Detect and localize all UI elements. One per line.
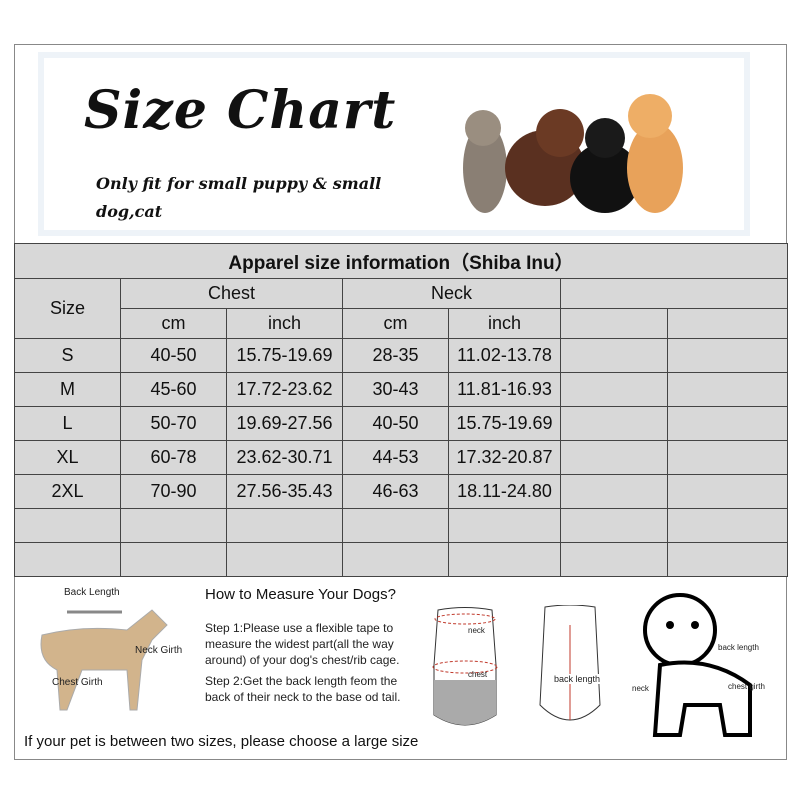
table-cell: 17.32-20.87: [448, 440, 561, 475]
unit-header: inch: [226, 308, 343, 339]
table-row: 2XL 70-90 27.56-35.43 46-63 18.11-24.80: [14, 474, 788, 509]
chest-girth-label: Chest Girth: [52, 677, 103, 688]
unit-header: cm: [120, 308, 227, 339]
garment-neck-label: neck: [468, 626, 485, 635]
table-cell: 11.81-16.93: [448, 372, 561, 407]
table-row: S 40-50 15.75-19.69 28-35 11.02-13.78: [14, 338, 788, 373]
table-cell: L: [14, 406, 121, 441]
table-cell: 70-90: [120, 474, 227, 509]
empty-row: [14, 508, 788, 543]
table-row: XL 60-78 23.62-30.71 44-53 17.32-20.87: [14, 440, 788, 475]
subtitle: Only fit for small puppy & small dog,cat: [96, 174, 382, 221]
garment-chest-label: chest: [468, 670, 488, 679]
table-cell: M: [14, 372, 121, 407]
table-cell: 30-43: [342, 372, 449, 407]
size-table: Apparel size information（Shiba Inu） Size…: [14, 243, 788, 577]
table-row: L 50-70 19.69-27.56 40-50 15.75-19.69: [14, 406, 788, 441]
table-cell: 28-35: [342, 338, 449, 373]
table-cell: 15.75-19.69: [448, 406, 561, 441]
unit-header: cm: [342, 308, 449, 339]
step-1: Step 1:Please use a flexible tape to mea…: [205, 621, 400, 667]
table-cell: 45-60: [120, 372, 227, 407]
puppy-illustration: [643, 593, 752, 737]
table-row: M 45-60 17.72-23.62 30-43 11.81-16.93: [14, 372, 788, 407]
table-cell: S: [14, 338, 121, 373]
garment-back-label: back length: [554, 674, 601, 684]
size-header: Size: [14, 278, 121, 339]
table-cell: 60-78: [120, 440, 227, 475]
pets-photo: [463, 94, 683, 213]
table-cell: 27.56-35.43: [226, 474, 343, 509]
step-2: Step 2:Get the back length feom the back…: [205, 674, 401, 704]
page-title: Size Chart: [84, 80, 397, 141]
back-length-label: Back Length: [64, 587, 120, 598]
table-cell: 19.69-27.56: [226, 406, 343, 441]
table-cell: 17.72-23.62: [226, 372, 343, 407]
puppy-neck-label: neck: [632, 684, 649, 693]
puppy-back-label: back length: [718, 643, 759, 652]
garment-diagrams: [432, 605, 601, 726]
empty-row: [14, 542, 788, 577]
table-cell: 44-53: [342, 440, 449, 475]
measure-heading: How to Measure Your Dogs?: [205, 586, 396, 603]
unit-header: inch: [448, 308, 561, 339]
table-cell: 18.11-24.80: [448, 474, 561, 509]
neck-girth-label: Neck Girth: [135, 645, 183, 656]
table-cell: 40-50: [120, 338, 227, 373]
table-cell: 23.62-30.71: [226, 440, 343, 475]
table-cell: 2XL: [14, 474, 121, 509]
table-cell: 40-50: [342, 406, 449, 441]
table-cell: 11.02-13.78: [448, 338, 561, 373]
table-cell: 46-63: [342, 474, 449, 509]
table-title: Apparel size information（Shiba Inu）: [14, 243, 788, 279]
dog-illustration: [40, 609, 168, 711]
puppy-chest-label: chest girth: [728, 682, 765, 691]
table-cell: 15.75-19.69: [226, 338, 343, 373]
table-cell: 50-70: [120, 406, 227, 441]
footer-note: If your pet is between two sizes, please…: [24, 733, 419, 750]
neck-header: Neck: [342, 278, 561, 309]
table-cell: XL: [14, 440, 121, 475]
chest-header: Chest: [120, 278, 343, 309]
